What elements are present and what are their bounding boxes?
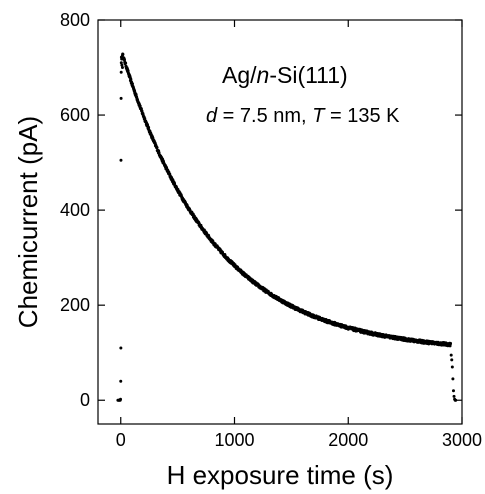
- data-point: [119, 158, 123, 162]
- data-point: [147, 125, 151, 129]
- data-point: [450, 358, 454, 362]
- y-tick-label: 400: [60, 200, 90, 220]
- data-point: [119, 61, 123, 65]
- x-axis-ticks: 0 1000 2000 3000: [116, 20, 482, 450]
- data-point: [143, 116, 147, 120]
- data-point: [126, 69, 130, 73]
- data-point: [119, 397, 123, 401]
- x-tick-label: 3000: [442, 430, 482, 450]
- data-point: [119, 379, 123, 383]
- data-point: [120, 66, 124, 70]
- data-point: [452, 394, 456, 398]
- data-point: [124, 61, 128, 65]
- y-axis-title: Chemicurrent (pA): [13, 116, 43, 328]
- sample-annotation: Ag/n-Si(111): [222, 62, 348, 88]
- x-tick-label: 1000: [214, 430, 254, 450]
- data-point: [450, 365, 454, 369]
- x-tick-label: 0: [116, 430, 126, 450]
- data-point: [119, 346, 123, 350]
- y-tick-label: 800: [60, 10, 90, 30]
- data-point: [119, 70, 123, 74]
- data-point: [120, 63, 124, 67]
- y-axis-ticks: 0 200 400 600 800: [60, 10, 462, 410]
- data-point: [155, 146, 159, 150]
- data-point: [121, 52, 125, 56]
- data-point: [119, 96, 123, 100]
- data-series: [116, 52, 458, 402]
- x-axis-title: H exposure time (s): [167, 460, 394, 490]
- data-point: [129, 77, 133, 81]
- condition-annotation: d = 7.5 nm, T = 135 K: [206, 105, 400, 127]
- data-point: [130, 82, 134, 86]
- data-point: [449, 341, 453, 345]
- y-tick-label: 0: [80, 390, 90, 410]
- y-tick-label: 200: [60, 295, 90, 315]
- x-tick-label: 2000: [328, 430, 368, 450]
- data-point: [451, 389, 455, 393]
- data-point: [454, 398, 458, 402]
- data-point: [138, 104, 142, 108]
- plot-frame: [97, 19, 463, 425]
- data-point: [451, 377, 455, 381]
- data-point: [449, 353, 453, 357]
- y-tick-label: 600: [60, 105, 90, 125]
